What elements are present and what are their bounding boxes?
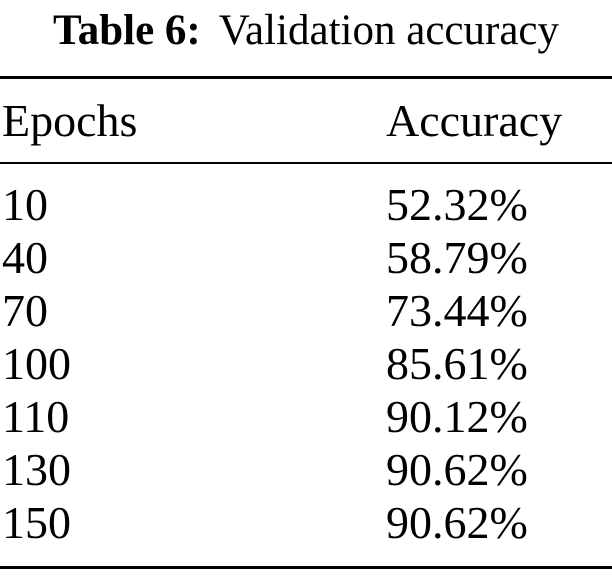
cell-epochs: 130 xyxy=(2,444,71,496)
cell-accuracy: 90.62% xyxy=(386,497,528,549)
column-header-epochs: Epochs xyxy=(0,77,384,165)
table-row: 40 58.79% xyxy=(0,231,612,284)
cell-epochs: 40 xyxy=(2,232,48,284)
cell-epochs: 70 xyxy=(2,285,48,337)
table-row: 130 90.62% xyxy=(0,443,612,496)
cell-epochs: 100 xyxy=(2,338,71,390)
table-caption-text: Validation accuracy xyxy=(218,7,559,54)
cell-accuracy: 58.79% xyxy=(386,232,528,284)
table-row: 110 90.12% xyxy=(0,390,612,443)
cell-epochs: 10 xyxy=(2,179,48,231)
cell-epochs: 110 xyxy=(2,391,70,443)
table-header-row: Epochs Accuracy xyxy=(0,77,612,165)
table-caption: Table 6: Validation accuracy xyxy=(0,6,612,55)
table-row: 150 90.62% xyxy=(0,496,612,568)
column-header-accuracy: Accuracy xyxy=(384,77,612,165)
table-row: 10 52.32% xyxy=(0,163,612,231)
cell-accuracy: 90.62% xyxy=(386,444,528,496)
validation-accuracy-table: Epochs Accuracy 10 52.32% 40 58.79% 70 7… xyxy=(0,76,612,570)
cell-accuracy: 52.32% xyxy=(386,179,528,231)
cell-accuracy: 73.44% xyxy=(386,285,528,337)
table-row: 100 85.61% xyxy=(0,337,612,390)
cell-accuracy: 85.61% xyxy=(386,338,528,390)
validation-accuracy-figure: Table 6: Validation accuracy Epochs Accur… xyxy=(0,6,612,570)
cell-epochs: 150 xyxy=(2,497,71,549)
table-caption-label: Table 6: xyxy=(53,7,201,54)
cell-accuracy: 90.12% xyxy=(386,391,528,443)
table-row: 70 73.44% xyxy=(0,284,612,337)
